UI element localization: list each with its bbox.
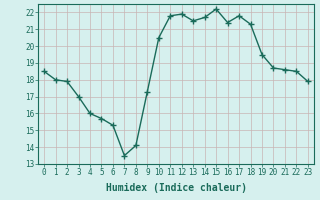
X-axis label: Humidex (Indice chaleur): Humidex (Indice chaleur)	[106, 183, 246, 193]
